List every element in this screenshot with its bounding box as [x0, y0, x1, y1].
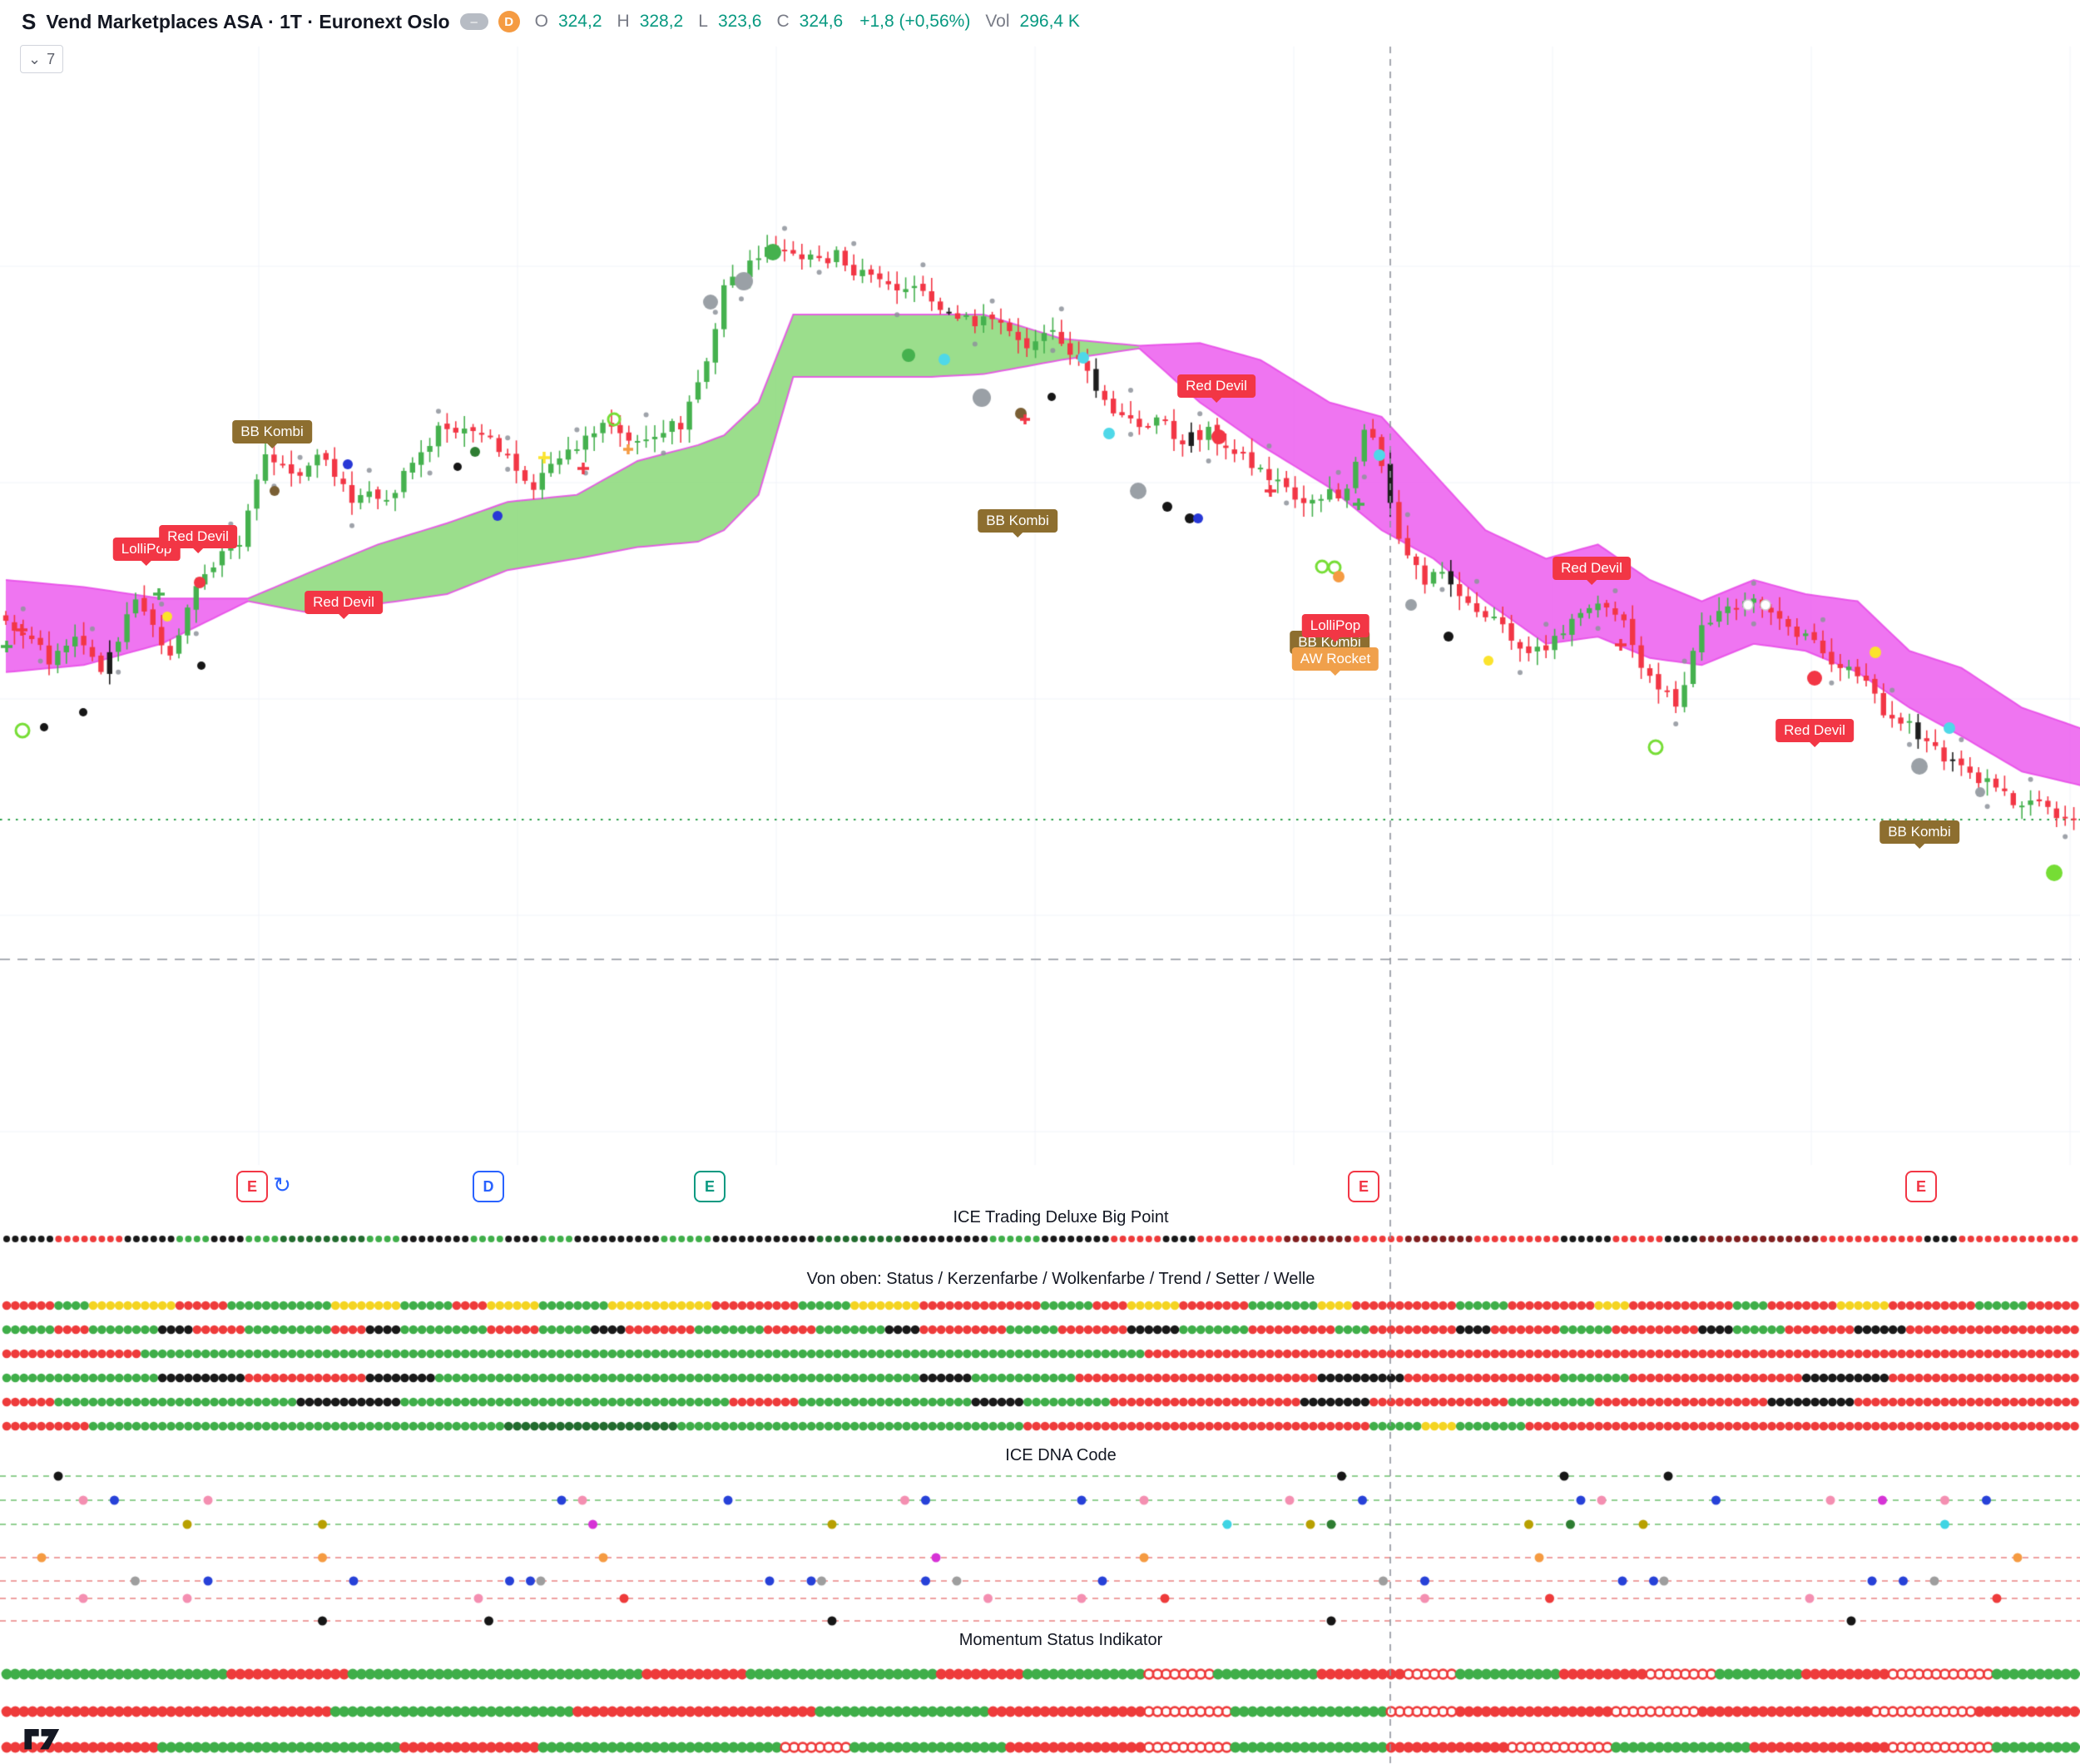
signal-label-red-devil[interactable]: Red Devil	[1553, 557, 1631, 580]
volume-label: Vol	[985, 12, 1010, 31]
panel-title-von-oben: Von oben: Status / Kerzenfarbe / Wolkenf…	[806, 1270, 1315, 1288]
close-value: 324,6	[799, 12, 844, 31]
indicator-count: 7	[47, 50, 56, 67]
low-label: L	[698, 12, 708, 31]
panel-title-momentum: Momentum Status Indikator	[958, 1631, 1163, 1649]
panel-title-dna-code: ICE DNA Code	[1005, 1446, 1117, 1464]
delayed-data-badge[interactable]: D	[498, 11, 520, 32]
open-value: 324,2	[557, 12, 602, 31]
object-tree-toggle[interactable]: ⌄ 7	[20, 45, 64, 73]
signal-label-red-devil[interactable]: Red Devil	[305, 591, 383, 614]
event-badge-e[interactable]: E	[1905, 1171, 1937, 1202]
signal-label-red-devil[interactable]: Red Devil	[1177, 374, 1255, 398]
close-label: C	[776, 12, 790, 31]
signal-label-bb-kombi[interactable]: BB Kombi	[1879, 820, 1959, 844]
low-value: 323,6	[717, 12, 762, 31]
refresh-event-icon[interactable]: ↻	[273, 1172, 291, 1197]
symbol-title[interactable]: Vend Marketplaces ASA · 1T · Euronext Os…	[46, 10, 450, 32]
volume-value: 296,4 K	[1019, 12, 1080, 31]
event-badge-e[interactable]: E	[694, 1171, 726, 1202]
signal-label-red-devil[interactable]: Red Devil	[1775, 719, 1854, 742]
event-badge-e[interactable]: E	[1348, 1171, 1379, 1202]
change-value: +1,8 (+0,56%)	[859, 12, 971, 31]
signal-label-bb-kombi[interactable]: BB Kombi	[978, 509, 1057, 533]
panel-title-big-point: ICE Trading Deluxe Big Point	[953, 1208, 1169, 1226]
signal-label-aw-rocket[interactable]: AW Rocket	[1291, 647, 1379, 671]
signal-label-bb-kombi[interactable]: BB Kombi	[232, 420, 312, 443]
signal-label-lollipop[interactable]: LolliPop	[1301, 614, 1369, 637]
flag-pill-icon[interactable]: –	[459, 13, 488, 30]
symbol-logo: S	[22, 8, 37, 34]
event-badge-e[interactable]: E	[236, 1171, 268, 1202]
event-badge-d[interactable]: D	[473, 1171, 504, 1202]
high-value: 328,2	[639, 12, 684, 31]
open-label: O	[534, 12, 548, 31]
tradingview-logo[interactable]	[23, 1724, 62, 1751]
high-label: H	[617, 12, 630, 31]
chevron-down-icon: ⌄	[28, 50, 42, 67]
chart-header: S Vend Marketplaces ASA · 1T · Euronext …	[0, 0, 2080, 43]
signal-label-red-devil[interactable]: Red Devil	[159, 525, 237, 548]
